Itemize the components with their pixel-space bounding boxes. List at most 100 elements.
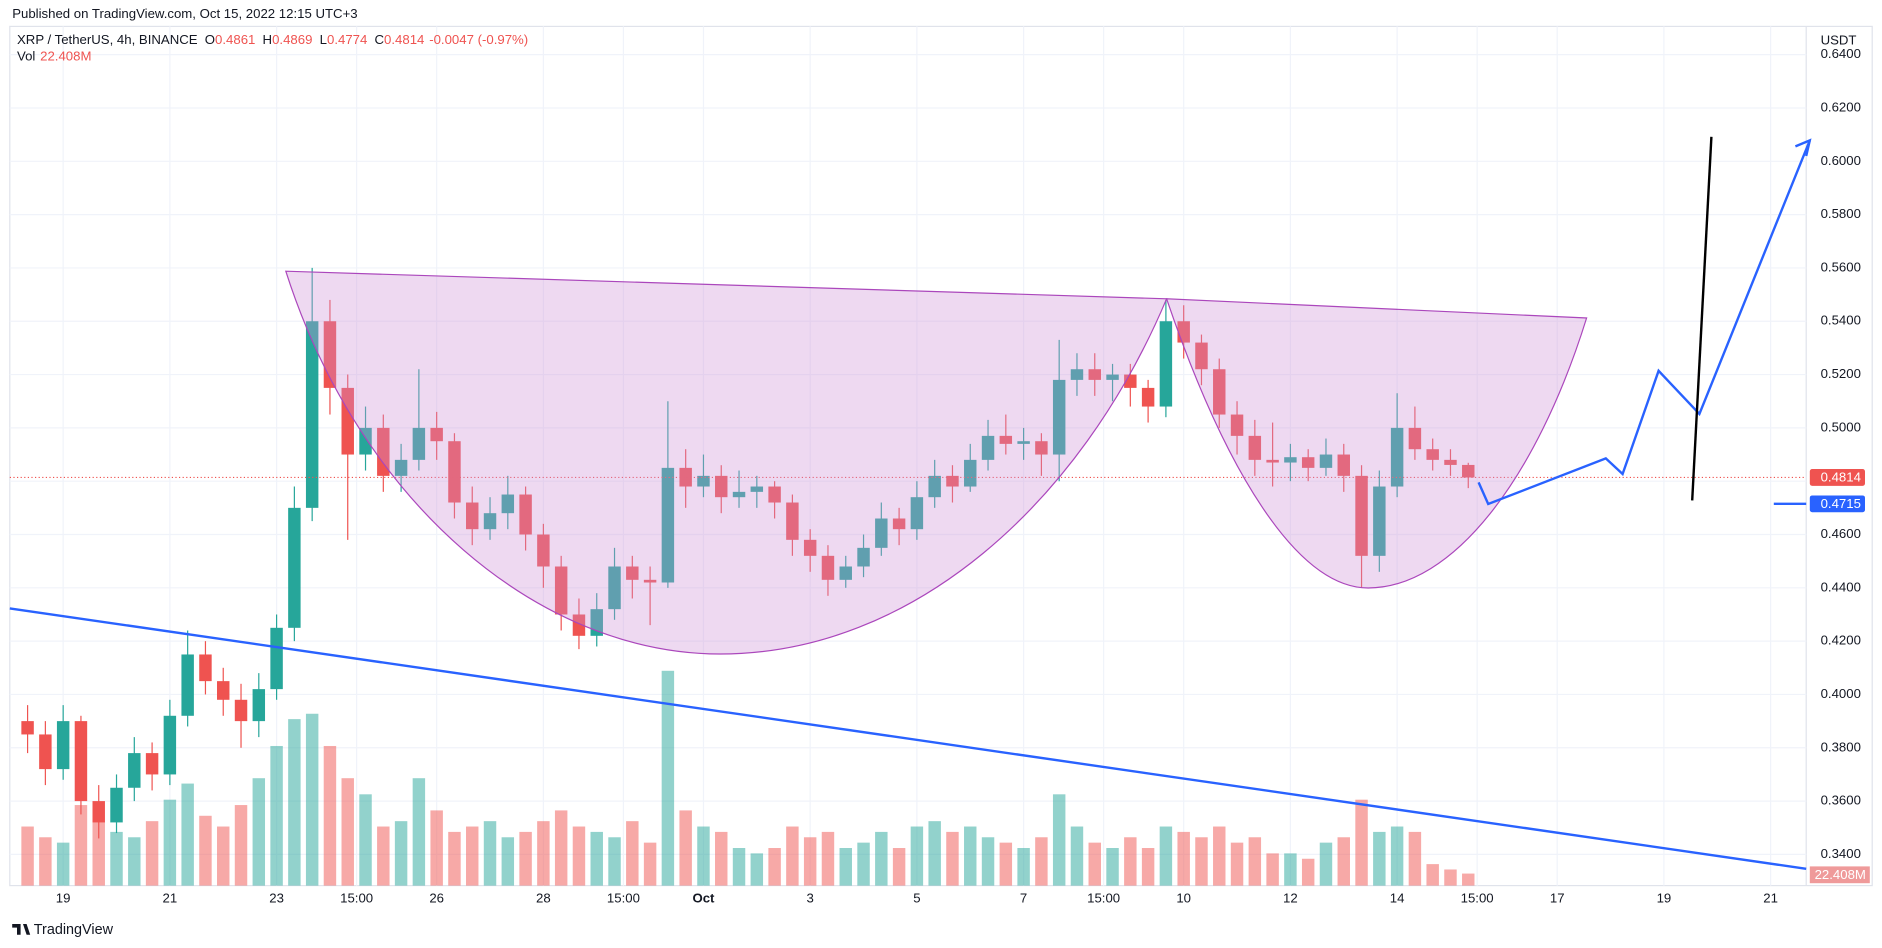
volume-name: Vol xyxy=(17,49,35,64)
volume-bar xyxy=(501,837,515,886)
volume-bar xyxy=(590,831,603,886)
volume-bar xyxy=(537,821,550,886)
volume-bar xyxy=(1462,873,1475,886)
candle-body xyxy=(875,518,888,548)
candle-body xyxy=(145,753,159,775)
volume-bar xyxy=(679,810,692,886)
volume-bar xyxy=(964,826,977,886)
candle-body xyxy=(1248,435,1262,460)
volume-bar xyxy=(110,831,123,886)
candle-body xyxy=(1462,464,1475,478)
symbol: XRP / TetherUS, 4h, BINANCE xyxy=(17,32,198,47)
candle-body xyxy=(1444,459,1457,465)
candle-body xyxy=(252,689,266,722)
y-tick-label: 0.3400 xyxy=(1821,846,1861,861)
volume-bar xyxy=(483,821,497,886)
x-tick-label: 23 xyxy=(269,890,284,905)
y-tick-label: 0.4200 xyxy=(1821,633,1861,648)
candle-body xyxy=(732,491,746,498)
candle-body xyxy=(377,427,390,476)
candle-body xyxy=(643,579,657,583)
x-tick-label: 19 xyxy=(56,890,71,905)
volume-bar xyxy=(999,842,1013,886)
volume-legend: Vol 22.408M xyxy=(17,49,91,64)
volume-bar xyxy=(394,821,408,886)
candle-body xyxy=(964,459,977,487)
x-tick-label: 15:00 xyxy=(607,890,640,905)
volume-bar xyxy=(270,745,283,886)
volume-bar xyxy=(661,670,675,886)
volume-bar xyxy=(1213,826,1226,886)
ohlc-value: 0.4814 xyxy=(384,32,424,47)
volume-bar xyxy=(786,826,799,886)
candle-body xyxy=(1284,457,1297,463)
volume-bar xyxy=(1141,848,1155,886)
volume-bar xyxy=(981,837,995,886)
volume-bar xyxy=(181,783,194,886)
candle-body xyxy=(679,467,692,487)
candle-body xyxy=(466,502,479,530)
change: -0.0047 (-0.97%) xyxy=(429,32,528,47)
candle-body xyxy=(1266,459,1279,463)
ohlc-value: 0.4869 xyxy=(272,32,312,47)
candle-body xyxy=(483,513,497,530)
candle-body xyxy=(839,566,852,580)
volume-bar xyxy=(875,831,888,886)
last-price-label: 0.4814 xyxy=(1821,470,1861,485)
y-tick-label: 0.4600 xyxy=(1821,526,1861,541)
marker-price-box xyxy=(1809,495,1865,513)
published-note: Published on TradingView.com, Oct 15, 20… xyxy=(12,6,357,21)
ohlc-value: 0.4774 xyxy=(327,32,367,47)
volume-bar xyxy=(217,826,230,886)
volume-bar xyxy=(1195,837,1208,886)
x-tick-label: 26 xyxy=(429,890,444,905)
y-tick-label: 0.5200 xyxy=(1821,366,1861,381)
volume-bar xyxy=(252,778,266,886)
volume-bar xyxy=(554,810,568,886)
volume-value: 22.408M xyxy=(40,49,91,64)
candle-body xyxy=(181,654,194,716)
volume-bar xyxy=(1373,831,1386,886)
volume-bar xyxy=(341,778,354,886)
cup-shape xyxy=(284,270,1168,655)
candle-body xyxy=(803,539,817,556)
drawings xyxy=(9,136,1812,870)
candle-body xyxy=(892,518,906,530)
ohlc-key: O xyxy=(205,32,215,47)
candle-body xyxy=(750,486,764,492)
y-tick-label: 0.5000 xyxy=(1821,419,1861,434)
volume-bar xyxy=(1390,826,1404,886)
volume-bar xyxy=(199,815,212,886)
volume-bar xyxy=(466,826,479,886)
ohlc-values: O0.4861 H0.4869 L0.4774 C0.4814 xyxy=(205,32,425,47)
volume-bar xyxy=(1070,826,1084,886)
volume-bar xyxy=(803,837,817,886)
brand-name: TradingView xyxy=(34,922,114,938)
x-tick-label: 14 xyxy=(1390,890,1405,905)
candle-body xyxy=(537,534,550,567)
candle-body xyxy=(234,699,248,722)
volume-bar xyxy=(377,826,390,886)
candle-body xyxy=(56,721,70,770)
candle-body xyxy=(857,547,870,567)
y-tick-label: 0.6000 xyxy=(1821,153,1861,168)
volume-bar xyxy=(74,805,88,886)
volume-bar xyxy=(732,848,746,886)
volume-bar xyxy=(1408,831,1422,886)
candle-body xyxy=(1337,454,1350,476)
candle-body xyxy=(768,486,781,503)
volume-bar xyxy=(288,719,301,886)
x-tick-label: 12 xyxy=(1283,890,1298,905)
volume-bar xyxy=(1159,826,1173,886)
trend-line xyxy=(9,607,1807,870)
y-tick-label: 0.5400 xyxy=(1821,313,1861,328)
candle-body xyxy=(217,681,230,700)
candle-body xyxy=(1017,441,1030,444)
x-tick-label: 15:00 xyxy=(1087,890,1120,905)
candle-body xyxy=(305,321,319,508)
candle-body xyxy=(1106,374,1119,380)
volume-bar xyxy=(92,821,105,886)
candle-body xyxy=(928,475,941,498)
volume-bar xyxy=(21,826,34,886)
